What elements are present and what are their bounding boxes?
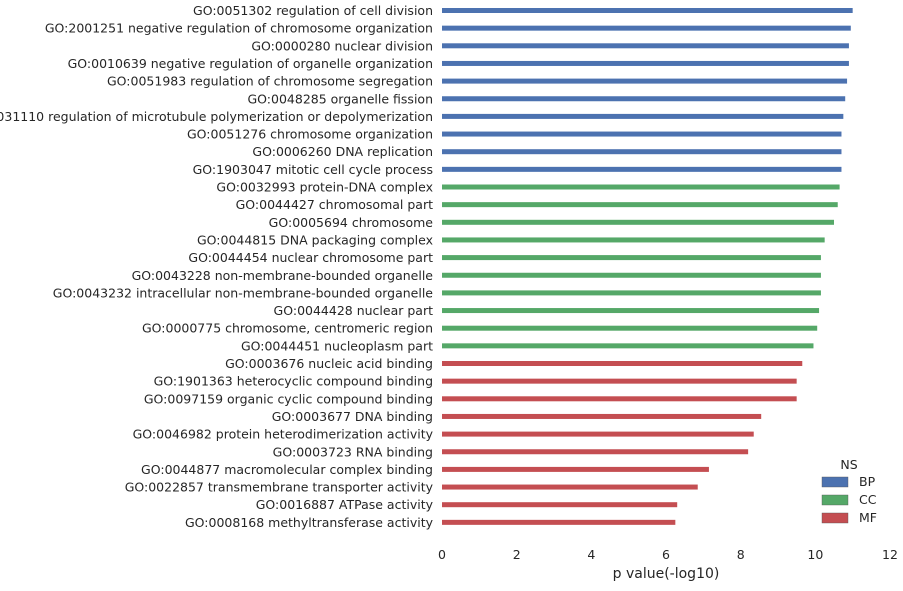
x-tick-label: 10 [807, 547, 823, 562]
bar [442, 237, 825, 243]
bar [442, 431, 754, 437]
bar [442, 378, 797, 384]
category-label: GO:0010639 negative regulation of organe… [68, 56, 433, 71]
bar [442, 78, 848, 84]
x-axis-label: p value(-log10) [613, 566, 720, 582]
bar [442, 484, 698, 490]
category-label: GO:0003677 DNA binding [272, 409, 433, 424]
bar [442, 325, 818, 331]
legend-label-cc: CC [859, 492, 877, 507]
category-label: GO:0022857 transmembrane transporter act… [125, 480, 434, 495]
bar [442, 449, 749, 455]
category-label: GO:0043228 non-membrane-bounded organell… [132, 268, 434, 283]
legend-label-bp: BP [859, 474, 876, 489]
bars-layer [442, 8, 853, 525]
x-tick-label: 0 [438, 547, 446, 562]
bar [442, 60, 849, 66]
legend-swatch-bp [821, 476, 849, 488]
bar [442, 149, 842, 155]
category-label: GO:0048285 organelle fission [248, 91, 434, 106]
legend-swatch-mf [821, 512, 849, 524]
category-label: GO:0051276 chromosome organization [187, 127, 433, 142]
category-label: GO:2001251 negative regulation of chromo… [45, 21, 433, 36]
legend: NS BP CC MF [821, 457, 877, 525]
bar [442, 255, 821, 261]
category-label: GO:0044427 chromosomal part [236, 197, 433, 212]
category-label: GO:0044428 nuclear part [274, 303, 434, 318]
x-tick-label: 2 [513, 547, 521, 562]
bar [442, 272, 821, 278]
category-label: GO:0051302 regulation of cell division [193, 3, 433, 18]
category-label: GO:0003723 RNA binding [273, 444, 433, 459]
category-label: GO:1901363 heterocyclic compound binding [154, 374, 433, 389]
category-label: GO:0051983 regulation of chromosome segr… [107, 74, 433, 89]
category-label: GO:0097159 organic cyclic compound bindi… [144, 391, 433, 406]
category-label: GO:0046982 protein heterodimerization ac… [133, 427, 434, 442]
category-label: GO:0043232 intracellular non-membrane-bo… [53, 285, 434, 300]
bar [442, 43, 849, 49]
category-label: GO:0000775 chromosome, centromeric regio… [142, 321, 433, 336]
category-label: GO:0044815 DNA packaging complex [197, 232, 433, 247]
category-label: GO:0005694 chromosome [269, 215, 434, 230]
category-label: GO:0032993 protein-DNA complex [216, 180, 433, 195]
category-label: GO:0016887 ATPase activity [256, 497, 434, 512]
bar [442, 519, 676, 525]
bar [442, 113, 844, 119]
category-label: GO:0031110 regulation of microtubule pol… [0, 109, 433, 124]
bar [442, 466, 709, 472]
bar [442, 131, 842, 137]
bar [442, 184, 840, 190]
bar [442, 96, 846, 102]
bar [442, 413, 762, 419]
bar [442, 219, 834, 225]
category-labels-layer: GO:0051302 regulation of cell division GO… [0, 3, 434, 530]
category-label: GO:0044877 macromolecular complex bindin… [141, 462, 433, 477]
legend-label-mf: MF [859, 510, 877, 525]
x-tick-label: 12 [882, 547, 898, 562]
bar [442, 396, 797, 402]
category-label: GO:0000280 nuclear division [251, 38, 433, 53]
bar [442, 202, 838, 208]
bar [442, 343, 814, 349]
bar [442, 308, 820, 314]
x-tick-label: 6 [662, 547, 670, 562]
bar [442, 290, 821, 296]
category-label: GO:0003676 nucleic acid binding [225, 356, 433, 371]
x-tick-label: 4 [587, 547, 595, 562]
legend-title: NS [840, 457, 857, 472]
category-label: GO:1903047 mitotic cell cycle process [193, 162, 433, 177]
bar [442, 361, 803, 366]
legend-swatch-cc [821, 494, 849, 506]
category-label: GO:0044454 nuclear chromosome part [188, 250, 433, 265]
bar [442, 166, 842, 172]
x-tick-label: 8 [737, 547, 745, 562]
category-label: GO:0044451 nucleoplasm part [241, 338, 433, 353]
category-label: GO:0008168 methyltransferase activity [185, 515, 434, 530]
bar [442, 8, 853, 13]
bar [442, 502, 678, 508]
category-label: GO:0006260 DNA replication [252, 144, 433, 159]
bar [442, 25, 851, 31]
x-ticks-layer: 0 2 4 6 8 10 12 [438, 547, 898, 562]
